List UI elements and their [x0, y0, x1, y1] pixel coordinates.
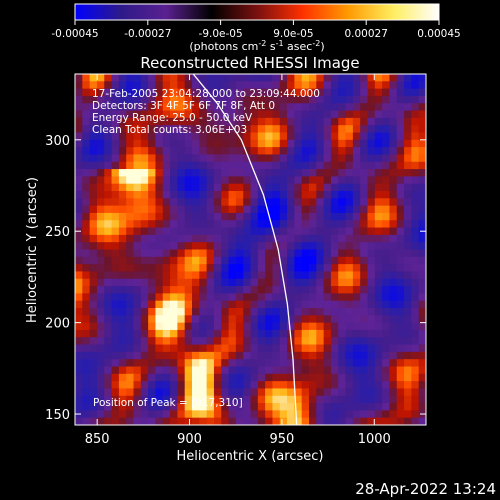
annotation-detectors: Detectors: 3F 4F 5F 6F 7F 8F, Att 0: [92, 100, 275, 112]
peak-position-label: Position of Peak = [917,310]: [93, 397, 243, 409]
colorbar-tick-label: -0.00027: [124, 28, 171, 40]
annotation-clean: Clean Total counts: 3.06E+03: [92, 124, 247, 136]
x-tick-label: 950: [269, 432, 294, 447]
chart-title: Reconstructed RHESSI Image: [140, 54, 359, 72]
axis-ticks: 850 900 950 1000 150 200 250 300: [45, 74, 426, 447]
colorbar-unit-label: (photons cm-2 s-1 asec-2): [189, 39, 324, 53]
x-tick-label: 900: [177, 432, 202, 447]
colorbar-tick-label: 0.00045: [417, 28, 460, 40]
plot-frame: [74, 73, 427, 426]
x-axis-label: Heliocentric X (arcsec): [177, 449, 324, 464]
annotation-time: 17-Feb-2005 23:04:28.000 to 23:09:44.000: [92, 88, 320, 100]
colorbar: -0.00045 -0.00027 -9.0e-05 9.0e-05 0.00027 0.…: [51, 3, 461, 53]
colorbar-ticks: -0.00045 -0.00027 -9.0e-05 9.0e-05 0.00027 0.…: [51, 20, 461, 40]
annotation-energy: Energy Range: 25.0 - 50.0 keV: [92, 112, 253, 124]
y-axis-label: Heliocentric Y (arcsec): [25, 177, 40, 323]
solar-limb-curve: [192, 74, 298, 425]
colorbar-tick-label: 9.0e-05: [273, 28, 313, 40]
heatmap-image: [75, 74, 426, 425]
colorbar-tick-label: -0.00045: [51, 28, 98, 40]
y-tick-label: 150: [45, 408, 70, 423]
annotation-block: 17-Feb-2005 23:04:28.000 to 23:09:44.000…: [92, 88, 320, 409]
y-tick-label: 200: [45, 317, 70, 332]
colorbar-strip: [74, 3, 440, 21]
colorbar-tick-label: -9.0e-05: [199, 28, 243, 40]
colorbar-tick-label: 0.00027: [344, 28, 387, 40]
x-tick-label: 850: [85, 432, 110, 447]
footer-timestamp: 28-Apr-2022 13:24: [355, 480, 496, 498]
x-tick-label: 1000: [358, 432, 391, 447]
y-tick-label: 250: [45, 225, 70, 240]
y-tick-label: 300: [45, 134, 70, 149]
